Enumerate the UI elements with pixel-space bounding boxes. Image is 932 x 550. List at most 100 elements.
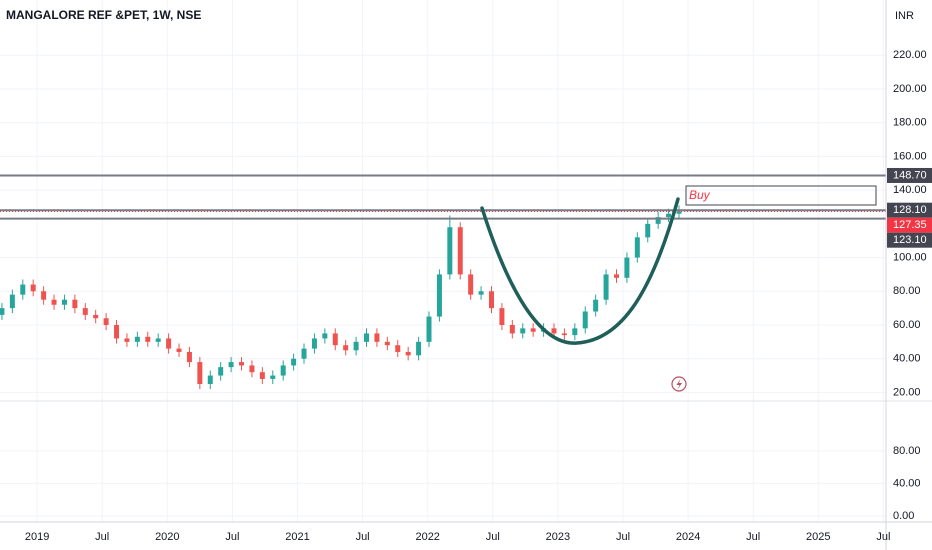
x-tick-label: Jul <box>356 531 370 543</box>
candle-body <box>499 308 505 325</box>
candle-body <box>416 341 422 356</box>
price-tag-label: 148.70 <box>893 169 927 181</box>
x-tick-label: Jul <box>876 531 890 543</box>
candles <box>0 205 682 390</box>
price-tag-label: 127.35 <box>893 219 927 231</box>
candle-body <box>582 311 588 329</box>
x-tick-label: 2021 <box>285 531 309 543</box>
candle-body <box>103 318 109 325</box>
candle-body <box>572 328 578 336</box>
candle-body <box>93 314 99 319</box>
y-tick-label: 160.00 <box>893 150 927 162</box>
candle-body <box>82 308 88 315</box>
candle-body <box>0 308 5 315</box>
candle-body <box>197 362 203 384</box>
x-tick-label: 2019 <box>25 531 49 543</box>
candle-body <box>186 351 192 363</box>
candle-body <box>332 333 338 346</box>
candle-body <box>374 333 380 342</box>
y-tick-label: 80.00 <box>893 285 921 297</box>
candle-body <box>134 336 140 342</box>
candle-body <box>655 217 661 224</box>
candle-body <box>603 274 609 300</box>
candle-body <box>645 223 651 238</box>
candle-body <box>145 336 151 342</box>
candle-body <box>322 333 328 339</box>
candle-body <box>666 213 672 218</box>
candle-body <box>20 284 26 295</box>
candle-body <box>436 274 442 317</box>
y-tick-label: 60.00 <box>893 319 921 331</box>
candle-body <box>249 365 255 373</box>
price-tag <box>887 202 932 218</box>
y-tick-label: 20.00 <box>893 386 921 398</box>
candle-body <box>228 362 234 368</box>
candle-body <box>218 367 224 376</box>
price-tag <box>887 232 932 248</box>
x-tick-label: Jul <box>616 531 630 543</box>
candle-body <box>593 299 599 312</box>
y-tick-label: 40.00 <box>893 353 921 365</box>
candle-body <box>311 338 317 349</box>
candle-body <box>301 348 307 359</box>
y-tick-label: 180.00 <box>893 117 927 129</box>
price-tag-label: 123.10 <box>893 234 927 246</box>
candle-body <box>280 365 286 376</box>
candle-body <box>509 324 515 334</box>
candle-body <box>364 333 370 342</box>
price-axis: 20.00 40.00 60.00 80.00 100.00 140.00 160.00 18… <box>25 49 932 543</box>
y-tick-label: 200.00 <box>893 83 927 95</box>
grid <box>0 0 886 522</box>
lower-tick-label: 40.00 <box>893 477 921 489</box>
candle-body <box>530 328 536 332</box>
candle-body <box>613 274 619 278</box>
chart-title: MANGALORE REF &PET, 1W, NSE <box>6 8 201 22</box>
candle-body <box>155 338 161 342</box>
candle-body <box>395 345 401 352</box>
x-tick-label: 2022 <box>415 531 439 543</box>
lower-tick-label: 80.00 <box>893 445 921 457</box>
candle-body <box>551 328 557 334</box>
x-tick-label: 2023 <box>546 531 570 543</box>
candle-body <box>520 328 526 334</box>
y-tick-label: 140.00 <box>893 184 927 196</box>
lower-tick-label: 0.00 <box>893 510 914 522</box>
candle-body <box>114 324 120 339</box>
candle-body <box>51 299 57 305</box>
candle-body <box>457 227 463 275</box>
candle-body <box>166 338 172 349</box>
candle-body <box>124 338 130 342</box>
buy-label: Buy <box>689 188 711 202</box>
y-tick-label: 100.00 <box>893 251 927 263</box>
candle-body <box>176 348 182 352</box>
candle-body <box>259 372 265 379</box>
candle-body <box>384 341 390 346</box>
cup-drawing <box>480 197 680 345</box>
candle-body <box>353 341 359 351</box>
candle-body <box>426 316 432 342</box>
candle-body <box>30 284 36 292</box>
x-tick-label: Jul <box>746 531 760 543</box>
price-tag <box>887 167 932 183</box>
candle-body <box>676 211 682 214</box>
candle-body <box>405 351 411 356</box>
x-tick-label: 2020 <box>155 531 179 543</box>
candle-body <box>41 291 47 300</box>
x-tick-label: Jul <box>486 531 500 543</box>
currency-label[interactable]: INR <box>895 10 914 22</box>
candle-body <box>207 375 213 384</box>
event-bolt <box>676 379 682 390</box>
candle-body <box>72 299 78 309</box>
levels <box>0 174 886 220</box>
candle-body <box>270 375 276 379</box>
y-tick-label: 220.00 <box>893 49 927 61</box>
candle-body <box>624 257 630 278</box>
buy-box <box>685 185 877 206</box>
candle-body <box>291 358 297 366</box>
x-tick-label: 2025 <box>806 531 830 543</box>
candle-body <box>343 345 349 351</box>
candle-body <box>61 299 67 305</box>
